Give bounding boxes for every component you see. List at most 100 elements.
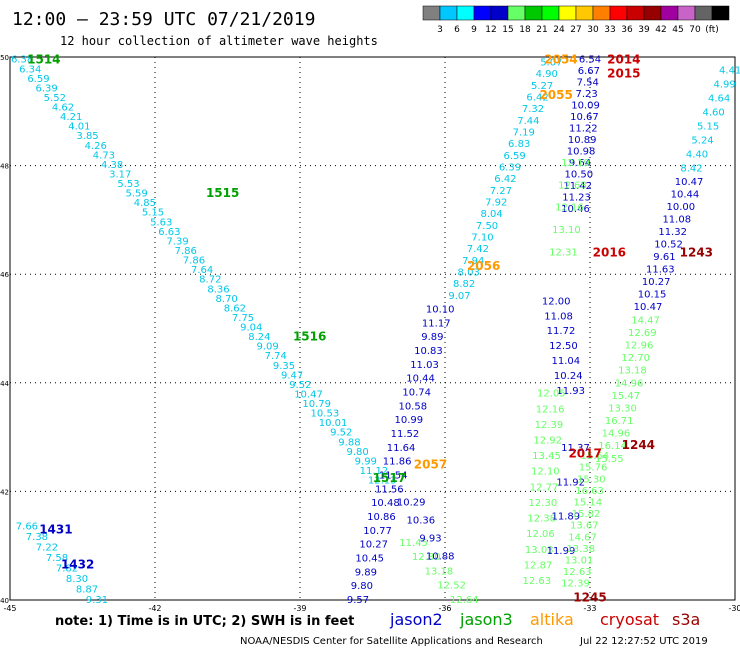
wave-height-point: 9.52 [330,428,352,439]
color-scale: 3 6 9 12 15 18 21 24 27 30 33 36 39 42 45 70 (ft) [422,5,730,35]
wave-height-point: 10.86 [367,512,396,523]
wave-height-point: 9.80 [351,581,373,592]
wave-height-point: 15.14 [573,498,602,509]
wave-height-point: 11.54 [379,470,408,481]
wave-height-point: 11.23 [562,193,591,204]
wave-height-point: 13.01 [565,556,594,567]
wave-height-point: 6.38 [11,55,33,66]
wave-height-point: 6.54 [579,55,601,66]
plot-frame [9,56,736,601]
wave-height-point: 4.99 [714,80,736,91]
wave-height-point: 7.82 [56,564,78,575]
legend-entry: cryosat [600,610,659,629]
color-scale-label: 9 [471,25,477,35]
pass-label: 1245 [573,590,606,604]
wave-height-point: 7.66 [16,522,38,533]
wave-height-point: 11.22 [569,124,598,135]
wave-height-point: 9.93 [419,533,441,544]
wave-height-point: 5.27 [531,81,553,92]
wave-height-point: 12.00 [542,296,571,307]
wave-height-point: 6.39 [499,163,521,174]
wave-height-point: 10.01 [319,418,348,429]
pass-label: 2016 [593,245,626,259]
color-scale-label: 21 [536,25,547,35]
wave-height-point: 7.75 [232,313,254,324]
x-tick-label: -42 [148,604,161,613]
wave-height-point: 11.52 [391,429,420,440]
pass-label: 2057 [414,457,447,471]
wave-height-point: 14.47 [631,315,660,326]
wave-height-point: 12.64 [450,595,479,606]
footer-note: note: 1) Time is in UTC; 2) SWH is in fe… [55,614,354,629]
wave-height-point: 15.30 [577,474,606,485]
wave-height-point: 12.50 [549,341,578,352]
wave-height-point: 9.57 [347,595,369,606]
wave-height-point: 10.15 [638,289,667,300]
wave-height-point: 7.94 [462,256,484,267]
color-scale-label: 24 [553,25,565,35]
legend-entry: jason2 [389,610,443,629]
wave-height-point: 11.56 [375,484,404,495]
y-tick-label: 40 [0,597,9,605]
wave-height-point: 12.10 [531,467,560,478]
color-scale-label: 70 [689,25,701,35]
wave-height-point: 12.38 [527,514,556,525]
wave-height-point: 7.58 [46,553,68,564]
wave-height-point: 10.99 [395,415,424,426]
wave-height-point: 7.86 [175,246,197,257]
wave-height-point: 4.01 [68,122,90,133]
color-scale-label: 33 [604,25,615,35]
wave-height-point: 5.59 [126,189,148,200]
wave-height-point: 12.69 [628,328,657,339]
wave-height-point: 5.52 [44,93,66,104]
wave-height-point: 11.12 [360,466,389,477]
wave-height-point: 6.39 [36,83,58,94]
wave-height-point: 11.99 [547,546,576,557]
wave-height-point: 12.16 [555,203,584,214]
wave-height-point: 7.22 [36,543,58,554]
wave-height-point: 8.24 [248,332,270,343]
wave-height-point: 15.54 [581,451,610,462]
wave-height-point: 5.53 [117,179,139,190]
wave-height-point: 11.37 [561,443,590,454]
chart-title: 12:00 – 23:59 UTC 07/21/2019 [12,9,315,30]
wave-height-point: 10.47 [294,389,323,400]
pass-label: 1516 [293,330,326,344]
wave-height-point: 10.46 [561,204,590,215]
wave-height-point: 7.44 [517,116,539,127]
color-swatch [575,5,594,21]
wave-height-point: 13.18 [618,366,647,377]
wave-height-point: 9.35 [273,361,295,372]
pass-label: 1244 [622,438,655,452]
wave-height-point: 4.38 [101,160,123,171]
wave-height-point: 7.64 [191,265,213,276]
wave-height-point: 6.63 [158,227,180,238]
wave-height-point: 10.77 [363,526,392,537]
wave-height-point: 10.44 [406,374,435,385]
wave-height-point: 15.55 [595,454,624,465]
wave-height-point: 7.32 [522,104,544,115]
wave-height-point: 10.45 [355,553,384,564]
color-scale-label: 15 [502,25,513,35]
color-swatch [643,5,662,21]
wave-height-point: 11.04 [552,356,581,367]
y-tick-label: 46 [0,271,9,279]
wave-height-point: 10.47 [675,177,704,188]
color-swatch [456,5,475,21]
wave-height-point: 11.64 [387,443,416,454]
wave-height-point: 11.45 [399,538,428,549]
wave-height-point: 14.96 [602,429,631,440]
pass-label: 1431 [39,522,72,536]
wave-height-point: 10.50 [565,170,594,181]
wave-height-point: 5.24 [691,135,713,146]
wave-height-point: 13.18 [425,566,454,577]
wave-height-point: 12.16 [536,404,565,415]
wave-height-point: 9.88 [338,437,360,448]
color-swatch [558,5,577,21]
wave-height-point: 8.82 [453,279,475,290]
legend: jason2 jason3 altika cryosat s3a [389,610,700,629]
wave-height-point: 4.41 [719,66,740,77]
wave-height-point: 13.67 [570,521,599,532]
wave-height-point: 12.70 [621,353,650,364]
